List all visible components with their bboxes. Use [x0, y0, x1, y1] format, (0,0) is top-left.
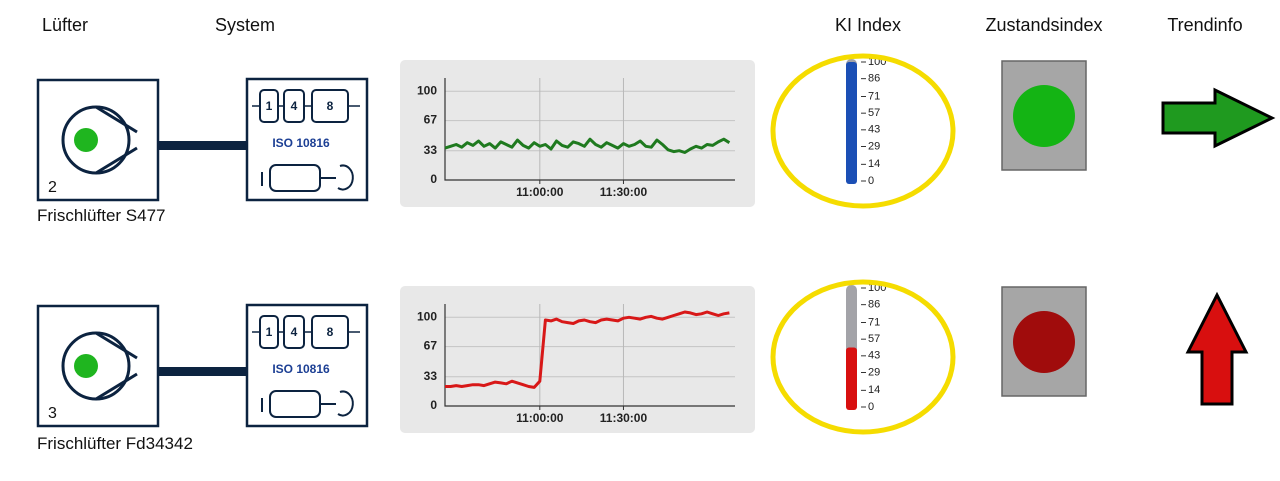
- y-tick-label: 67: [424, 339, 438, 353]
- y-tick-label: 67: [424, 113, 438, 127]
- status-light: [1013, 85, 1075, 147]
- highlight-ring: [770, 279, 956, 435]
- fan-number: 3: [48, 405, 57, 422]
- gauge-tick-label: 71: [868, 90, 880, 102]
- connector: [158, 141, 248, 150]
- y-tick-label: 33: [424, 143, 438, 157]
- y-tick-label: 0: [430, 398, 437, 412]
- gauge-tick-label: 43: [868, 124, 880, 136]
- system-block-label: 8: [327, 325, 334, 339]
- gauge-tick-label: 29: [868, 366, 880, 378]
- system-block-label: 4: [291, 325, 298, 339]
- gauge-tick-label: 57: [868, 107, 880, 119]
- connector: [158, 367, 248, 376]
- chart-panel: [400, 60, 755, 207]
- y-tick-label: 100: [417, 83, 437, 97]
- motor-shaft: [261, 390, 354, 417]
- gauge-tick-label: 14: [868, 158, 880, 170]
- chart-axes: [444, 304, 735, 407]
- motor-shaft: [261, 164, 354, 191]
- status-light: [1013, 311, 1075, 373]
- column-header: KI Index: [835, 15, 901, 35]
- gauge-tick-label: 86: [868, 299, 880, 311]
- highlight-ring: [770, 53, 956, 209]
- pump-dot: [74, 354, 98, 378]
- gauge-tick-label: 57: [868, 333, 880, 345]
- chart-panel: [400, 286, 755, 433]
- line-series: [444, 137, 731, 154]
- x-tick-label: 11:30:00: [600, 411, 648, 425]
- gauge-tick-label: 71: [868, 316, 880, 328]
- column-header: Trendinfo: [1167, 15, 1242, 35]
- y-tick-label: 100: [417, 309, 437, 323]
- x-tick-label: 11:00:00: [516, 185, 564, 199]
- system-standard: ISO 10816: [272, 362, 330, 376]
- pump-symbol: [95, 105, 138, 175]
- x-tick-label: 11:00:00: [516, 411, 564, 425]
- column-header: System: [215, 15, 275, 35]
- y-tick-label: 33: [424, 369, 438, 383]
- fan-name: Frischlüfter S477: [37, 206, 166, 225]
- fan-name: Frischlüfter Fd34342: [37, 434, 193, 453]
- system-block-label: 1: [266, 99, 273, 113]
- gauge-tick-label: 43: [868, 350, 880, 362]
- system-block-label: 1: [266, 325, 273, 339]
- gauge-fill: [846, 347, 857, 410]
- system-standard: ISO 10816: [272, 136, 330, 150]
- gauge-fill: [846, 62, 857, 184]
- line-series: [445, 310, 730, 389]
- system-block-label: 8: [327, 99, 334, 113]
- motor-body: [269, 164, 321, 192]
- y-tick-label: 0: [430, 172, 437, 186]
- trend-arrow: [1161, 87, 1276, 149]
- trend-arrow: [1185, 291, 1249, 406]
- gauge-tick-label: 86: [868, 73, 880, 85]
- gauge-tick-label: 14: [868, 384, 880, 396]
- pump-symbol: [95, 331, 138, 401]
- x-tick-label: 11:30:00: [600, 185, 648, 199]
- motor-body: [269, 390, 321, 418]
- column-header: Zustandsindex: [985, 15, 1102, 35]
- gauge-tick-label: 0: [868, 401, 874, 413]
- system-block-label: 4: [291, 99, 298, 113]
- chart-axes: [444, 78, 735, 181]
- gauge-tick-label: 29: [868, 140, 880, 152]
- column-header: Lüfter: [42, 15, 88, 35]
- pump-dot: [74, 128, 98, 152]
- fan-number: 2: [48, 179, 57, 196]
- gauge-tick-label: 0: [868, 175, 874, 187]
